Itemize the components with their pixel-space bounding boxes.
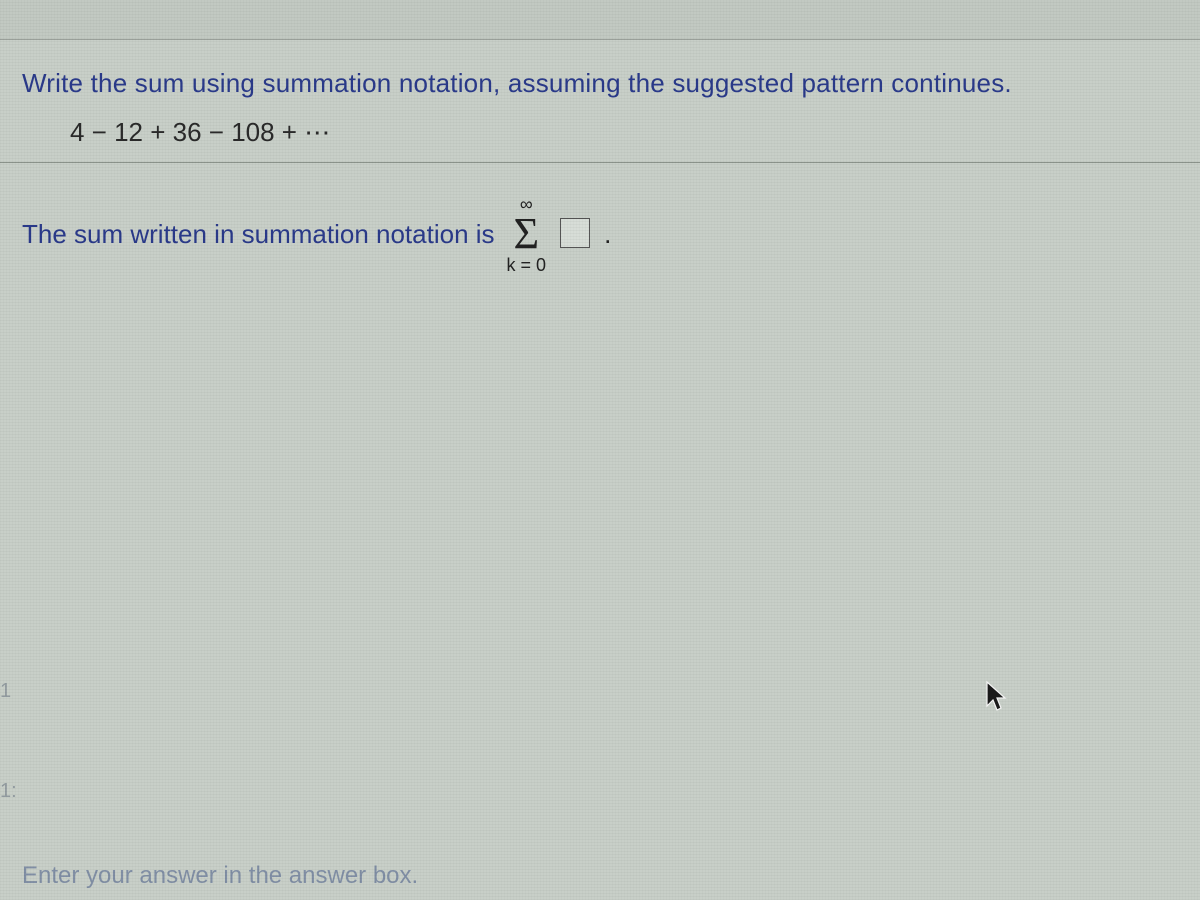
sigma-notation: ∞ Σ k = 0 — [507, 195, 547, 274]
sigma-lower-limit: k = 0 — [507, 256, 547, 274]
window-top-bar — [0, 0, 1200, 40]
series-expression: 4 − 12 + 36 − 108 + ⋯ — [70, 117, 1178, 148]
cursor-icon — [985, 680, 1009, 714]
question-panel: Write the sum using summation notation, … — [0, 40, 1200, 163]
answer-panel: The sum written in summation notation is… — [0, 163, 1200, 274]
answer-input[interactable] — [560, 218, 590, 248]
left-margin-marks: 1 1: — [0, 640, 16, 840]
question-content: Write the sum using summation notation, … — [0, 40, 1200, 900]
sigma-symbol: Σ — [514, 215, 540, 252]
answer-row: The sum written in summation notation is… — [22, 195, 1178, 274]
trailing-period: . — [604, 219, 611, 250]
answer-label: The sum written in summation notation is — [22, 219, 495, 250]
margin-mark-2: 1: — [0, 780, 17, 803]
hint-text: Enter your answer in the answer box. — [22, 862, 418, 890]
margin-mark-1: 1 — [0, 680, 11, 703]
question-prompt: Write the sum using summation notation, … — [22, 68, 1178, 99]
